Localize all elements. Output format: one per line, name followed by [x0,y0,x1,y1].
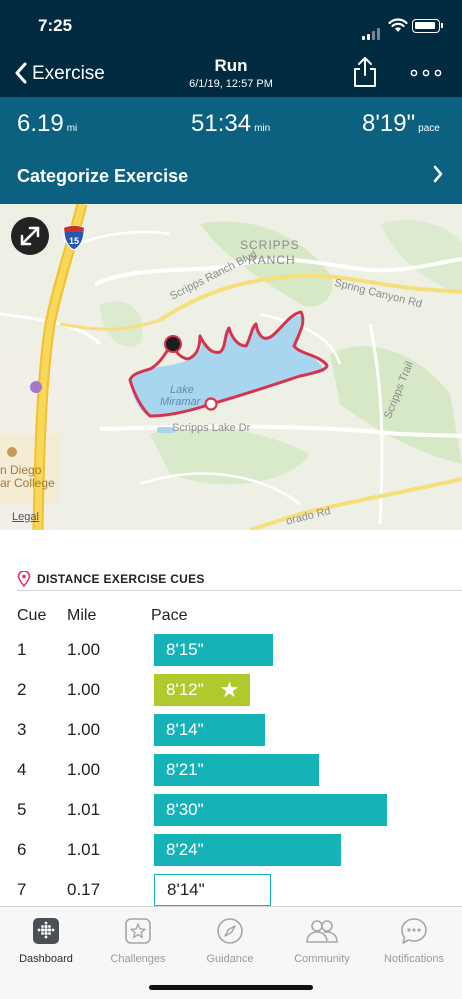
interstate-number: 15 [69,236,79,246]
distance-unit: mi [66,123,78,134]
map-legal-link[interactable]: Legal [12,511,39,523]
community-icon [306,920,338,943]
dashboard-icon [33,918,59,944]
back-button[interactable]: Exercise [14,62,105,86]
challenges-icon [125,918,151,944]
tab-bar: Dashboard Challenges Guidance [0,906,462,999]
wifi-icon [388,18,408,32]
pace-bar: 8'30" [154,794,387,826]
route-map[interactable]: 15 SCRIPPS RANCH Scripps Ranch Blvd Spri… [0,204,462,530]
distance-stat: 6.19 mi [17,110,77,138]
column-header-mile: Mile [67,607,97,624]
cues-heading: DISTANCE EXERCISE CUES [17,571,205,587]
pace-bar: 8'12" ★ [154,674,250,706]
pace-label: 8'24" [166,840,204,859]
pace-stat: 8'19" pace [362,110,440,138]
cue-number: 5 [17,800,27,819]
cue-mile: 1.00 [67,680,101,699]
battery-icon [412,19,443,33]
map-label-scripps: SCRIPPS [240,238,300,252]
expand-map-button[interactable] [11,217,49,255]
tab-challenges[interactable]: Challenges [92,916,184,965]
pace-value: 8'19" [362,110,416,137]
more-icon[interactable] [410,64,442,82]
pace-bar: 8'24" [154,834,341,866]
cue-mile: 1.01 [67,840,101,859]
summary-panel: 6.19 mi 51:34 min 8'19" pace Categorize Exe… [0,97,462,204]
pace-bar: 8'14" [154,874,271,906]
cue-mile: 1.01 [67,800,101,819]
nav-bar: Exercise Run 6/1/19, 12:57 PM [0,50,462,97]
interstate-shield-icon: 15 [63,225,85,251]
signal-icon [362,22,382,40]
cue-number: 6 [17,840,27,859]
back-label: Exercise [32,63,105,84]
cue-row: 5 1.01 8'30" [0,794,462,826]
cue-mile: 1.00 [67,760,101,779]
location-pin-icon [17,571,31,587]
notifications-icon [401,918,427,944]
map-canvas [0,204,462,530]
duration-unit: min [254,123,271,134]
cue-row: 1 1.00 8'15" [0,634,462,666]
pace-bar: 8'14" [154,714,265,746]
home-indicator [149,985,313,990]
map-label-scripps-lake-dr: Scripps Lake Dr [172,422,251,434]
pace-label: 8'21" [166,760,204,779]
map-label-college-1: n Diego [0,463,42,477]
map-label-lake: Lake [170,384,194,396]
tab-label: Dashboard [19,953,73,965]
cue-number: 3 [17,720,27,739]
pace-label: 8'12" [166,680,204,699]
tab-label: Guidance [206,953,254,965]
header: 7:25 Exercise Run 6/1/19, 12:57 PM [0,0,462,97]
cue-number: 2 [17,680,27,699]
tab-label: Community [294,953,350,965]
cue-row: 3 1.00 8'14" [0,714,462,746]
expand-icon [20,226,40,246]
cue-number: 4 [17,760,27,779]
categorize-label: Categorize Exercise [17,166,189,186]
distance-value: 6.19 [17,110,64,137]
map-label-college-2: ar College [0,476,55,490]
tab-notifications[interactable]: Notifications [368,916,460,965]
chevron-right-icon [433,165,443,183]
pace-label: 8'14" [166,720,204,739]
divider [17,590,462,591]
cue-row: 7 0.17 8'14" [0,874,462,906]
pace-bar: 8'21" [154,754,319,786]
share-icon[interactable] [352,56,378,88]
pace-bar: 8'15" [154,634,273,666]
tab-label: Notifications [384,953,444,965]
pace-label: 8'15" [166,640,204,659]
star-icon: ★ [219,677,240,702]
pace-label: 8'30" [166,800,204,819]
duration-value: 51:34 [191,110,252,137]
status-bar: 7:25 [0,0,462,50]
cues-heading-text: DISTANCE EXERCISE CUES [37,572,205,586]
tab-dashboard[interactable]: Dashboard [0,916,92,965]
column-header-pace: Pace [151,607,188,624]
column-header-cue: Cue [17,607,47,624]
status-time: 7:25 [38,16,73,35]
tab-label: Challenges [110,953,166,965]
chevron-left-icon [14,62,28,86]
cue-row: 4 1.00 8'21" [0,754,462,786]
cue-mile: 1.00 [67,720,101,739]
cue-row: 2 1.00 8'12" ★ [0,674,462,706]
guidance-icon [217,918,243,944]
cue-mile: 0.17 [67,880,101,899]
cue-number: 7 [17,880,27,899]
map-label-miramar: Miramar [160,396,201,408]
cue-row: 6 1.01 8'24" [0,834,462,866]
tab-guidance[interactable]: Guidance [184,916,276,965]
cue-number: 1 [17,640,27,659]
pace-label: 8'14" [167,880,205,899]
map-label-ranch: RANCH [248,253,296,267]
duration-stat: 51:34 min [191,110,270,138]
cue-mile: 1.00 [67,640,101,659]
tab-community[interactable]: Community [276,916,368,965]
pace-unit: pace [418,123,440,134]
